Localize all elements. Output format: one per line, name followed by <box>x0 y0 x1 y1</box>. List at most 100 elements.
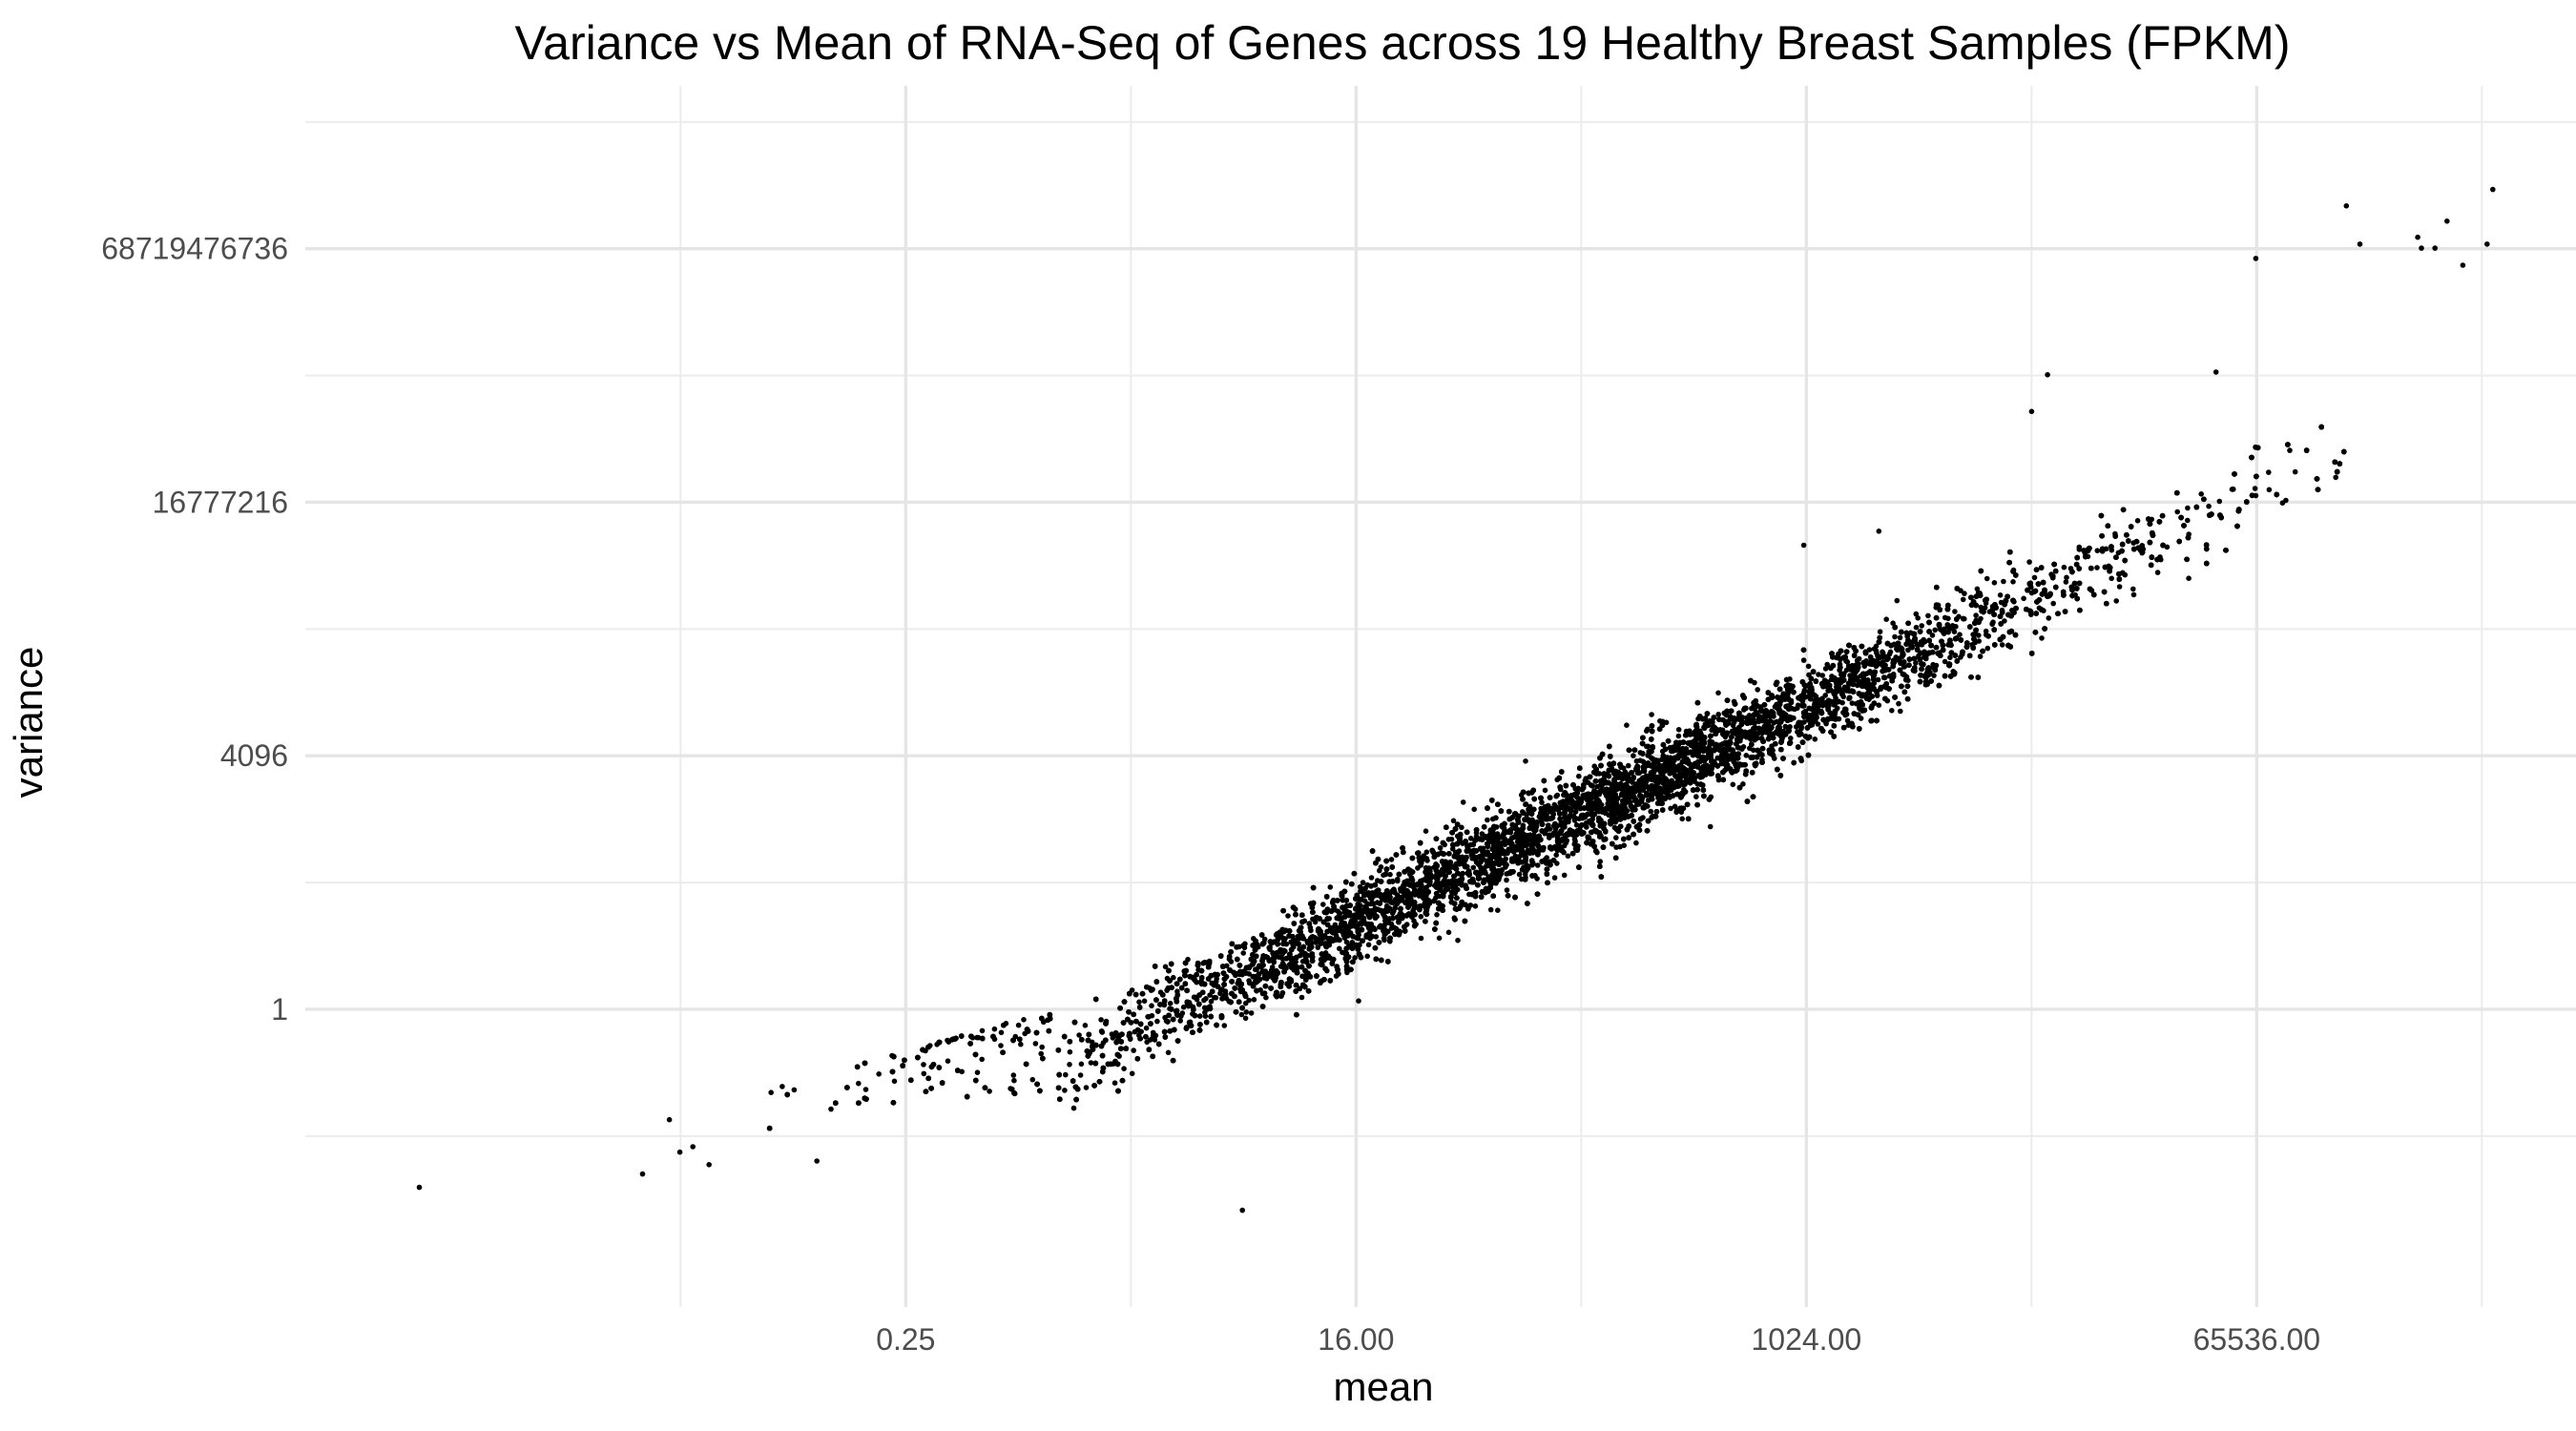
data-point <box>856 1080 862 1087</box>
data-point <box>1795 702 1801 708</box>
data-point <box>1523 801 1528 808</box>
data-point <box>921 1070 927 1077</box>
data-point <box>1561 872 1568 879</box>
data-point <box>1974 586 1981 592</box>
data-point <box>1782 724 1789 730</box>
data-point <box>1460 870 1465 877</box>
data-point <box>2061 564 2067 570</box>
data-point <box>1626 762 1631 769</box>
data-point <box>666 1116 673 1123</box>
data-point <box>1171 974 1176 981</box>
data-point <box>1177 1018 1183 1024</box>
data-point <box>1208 998 1215 1005</box>
data-point <box>991 1026 998 1032</box>
data-point <box>1824 661 1830 668</box>
data-point <box>1504 877 1509 883</box>
data-point <box>2046 615 2052 621</box>
data-point <box>1583 776 1589 781</box>
data-point <box>1436 935 1443 942</box>
data-point <box>876 1071 882 1077</box>
data-point <box>1977 653 1984 659</box>
data-point <box>1365 942 1372 948</box>
data-point <box>1360 880 1366 885</box>
data-point <box>1479 831 1485 837</box>
data-point <box>1098 1017 1104 1023</box>
data-point <box>1455 937 1461 944</box>
data-point <box>1952 609 1958 614</box>
data-point <box>2186 575 2192 581</box>
data-point <box>1984 575 1990 582</box>
data-point <box>974 1069 981 1075</box>
data-point <box>1121 1066 1127 1071</box>
data-point <box>1553 852 1559 858</box>
data-point <box>1248 1010 1255 1016</box>
data-point <box>979 1027 986 1034</box>
data-point <box>2050 600 2056 607</box>
data-point <box>1877 629 1883 634</box>
data-point <box>1819 673 1825 678</box>
data-point <box>1715 690 1721 696</box>
data-point <box>1976 633 1982 638</box>
data-point <box>1929 633 1936 638</box>
data-point <box>1649 712 1654 717</box>
data-point <box>1896 700 1901 707</box>
data-point <box>1148 987 1154 993</box>
data-point <box>1876 702 1882 708</box>
data-point <box>1983 628 1989 634</box>
data-point <box>1551 875 1558 881</box>
data-point <box>1576 773 1582 779</box>
data-point <box>1165 1049 1172 1056</box>
data-point <box>2154 570 2161 575</box>
data-point <box>1285 913 1291 919</box>
data-point <box>1755 687 1760 693</box>
data-point <box>1707 823 1714 830</box>
data-point <box>1887 649 1894 655</box>
minor-gridlines <box>305 86 2576 1307</box>
data-point <box>1644 728 1650 734</box>
data-point <box>1388 857 1395 862</box>
data-point <box>1597 859 1603 864</box>
data-point <box>1858 716 1864 721</box>
data-point <box>979 1056 985 1063</box>
data-point <box>1067 1048 1073 1055</box>
data-point <box>2021 595 2026 602</box>
data-point <box>1191 994 1197 1000</box>
data-point <box>2064 574 2069 581</box>
data-point <box>1572 809 1579 815</box>
data-point <box>1960 596 1966 603</box>
data-point <box>1263 994 1269 1001</box>
data-point <box>1032 1041 1039 1047</box>
data-point <box>1584 824 1589 830</box>
data-point <box>2076 544 2083 550</box>
data-point <box>1668 805 1673 812</box>
data-point <box>828 1106 834 1112</box>
data-point <box>1460 799 1466 805</box>
data-point <box>1327 884 1334 890</box>
data-point <box>1637 757 1643 763</box>
data-point <box>1437 845 1444 851</box>
data-point <box>1242 1015 1249 1022</box>
data-point <box>1675 727 1682 733</box>
data-point <box>1487 906 1494 913</box>
data-point <box>1942 614 1948 621</box>
data-point <box>1111 1080 1118 1086</box>
data-point <box>2113 598 2119 604</box>
data-point <box>1898 708 1903 715</box>
data-point <box>1243 1009 1250 1015</box>
data-point <box>1021 1017 1027 1023</box>
data-point <box>1970 632 1976 637</box>
data-point <box>1423 919 1428 924</box>
data-point <box>1196 1013 1203 1019</box>
data-point <box>1337 945 1342 952</box>
data-point <box>1010 1072 1017 1078</box>
data-point <box>1675 733 1682 739</box>
data-point <box>1573 822 1580 828</box>
data-point <box>1823 720 1829 727</box>
data-point <box>1180 1004 1187 1010</box>
data-point <box>1991 580 1998 586</box>
data-point <box>1356 998 1361 1004</box>
data-point <box>1822 693 1828 698</box>
data-point <box>1018 1041 1024 1047</box>
data-point <box>1485 817 1490 823</box>
